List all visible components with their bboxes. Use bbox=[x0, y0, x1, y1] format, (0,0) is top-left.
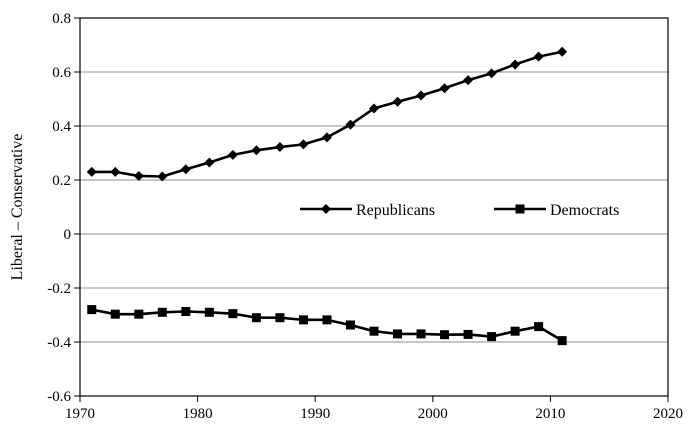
y-tick-label: -0.2 bbox=[47, 281, 71, 297]
legend-label: Republicans bbox=[356, 202, 435, 219]
data-point-democrats bbox=[440, 330, 450, 340]
data-point-democrats bbox=[393, 329, 403, 339]
data-point-democrats bbox=[298, 315, 308, 325]
data-point-republicans bbox=[439, 83, 450, 94]
y-tick-label: -0.4 bbox=[47, 335, 71, 351]
data-point-republicans bbox=[321, 132, 332, 143]
legend-label: Democrats bbox=[550, 202, 619, 219]
data-point-democrats bbox=[181, 306, 191, 316]
gridlines bbox=[80, 17, 668, 343]
data-point-republicans bbox=[204, 157, 215, 168]
y-axis-title: Liberal – Conservative bbox=[9, 134, 26, 281]
data-point-democrats bbox=[228, 309, 238, 319]
y-tick-label: 0.4 bbox=[52, 119, 71, 135]
y-tick-label: 0.2 bbox=[52, 173, 71, 189]
data-point-republicans bbox=[392, 96, 403, 107]
legend-marker-democrats bbox=[515, 204, 525, 214]
y-tick-label: -0.6 bbox=[47, 389, 71, 405]
data-point-republicans bbox=[86, 166, 97, 177]
data-point-republicans bbox=[133, 170, 144, 181]
data-point-democrats bbox=[134, 309, 144, 319]
data-point-democrats bbox=[322, 315, 332, 325]
data-point-democrats bbox=[110, 309, 120, 319]
data-point-republicans bbox=[157, 171, 168, 182]
data-point-democrats bbox=[251, 313, 261, 323]
data-point-democrats bbox=[345, 320, 355, 330]
data-point-democrats bbox=[275, 313, 285, 323]
series-republicans bbox=[86, 46, 568, 182]
legend-item-republicans: Republicans bbox=[300, 202, 435, 219]
series-group bbox=[86, 46, 568, 346]
data-point-democrats bbox=[416, 329, 426, 339]
legend-marker-republicans bbox=[321, 204, 331, 214]
x-tick-label: 2010 bbox=[535, 406, 565, 422]
data-point-republicans bbox=[274, 142, 285, 153]
data-point-republicans bbox=[110, 166, 121, 177]
data-point-republicans bbox=[180, 164, 191, 175]
x-tick-label: 1990 bbox=[300, 406, 330, 422]
data-point-democrats bbox=[557, 336, 567, 346]
legend-item-democrats: Democrats bbox=[494, 202, 619, 219]
data-point-democrats bbox=[487, 332, 497, 342]
data-point-republicans bbox=[533, 51, 544, 62]
data-point-republicans bbox=[369, 103, 379, 114]
data-point-republicans bbox=[251, 145, 262, 156]
legend: Republicans Democrats bbox=[300, 202, 619, 219]
x-tick-label: 1970 bbox=[65, 406, 95, 422]
data-point-democrats bbox=[510, 326, 520, 336]
plot-frame bbox=[79, 17, 669, 397]
axes: -0.6 -0.4 -0.2 0 0.2 0.4 0.6 0.8 1970 1980 1990 200… bbox=[47, 11, 683, 422]
data-point-democrats bbox=[463, 329, 473, 339]
data-point-republicans bbox=[463, 75, 474, 86]
data-point-republicans bbox=[510, 59, 521, 70]
y-tick-label: 0 bbox=[64, 227, 72, 243]
x-tick-label: 1980 bbox=[183, 406, 213, 422]
x-tick-label: 2020 bbox=[653, 406, 683, 422]
data-point-republicans bbox=[486, 68, 497, 79]
data-point-republicans bbox=[345, 119, 356, 130]
data-point-democrats bbox=[157, 307, 167, 317]
data-point-democrats bbox=[87, 305, 97, 315]
data-point-democrats bbox=[204, 307, 214, 317]
data-point-republicans bbox=[557, 46, 568, 57]
data-point-republicans bbox=[416, 90, 427, 101]
data-point-democrats bbox=[534, 322, 544, 332]
y-tick-label: 0.6 bbox=[52, 65, 71, 81]
data-point-republicans bbox=[227, 149, 238, 160]
x-tick-label: 2000 bbox=[418, 406, 448, 422]
y-tick-label: 0.8 bbox=[52, 11, 71, 27]
data-point-republicans bbox=[298, 139, 309, 150]
data-point-democrats bbox=[369, 326, 379, 336]
series-democrats bbox=[87, 305, 567, 346]
